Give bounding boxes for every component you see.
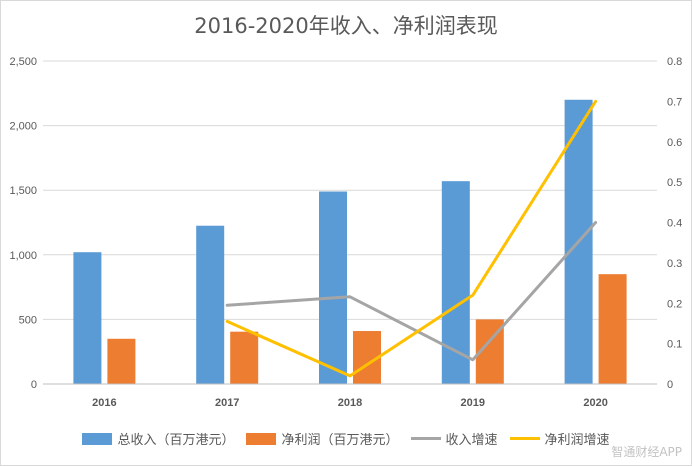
bar (107, 338, 136, 384)
bar (441, 181, 470, 384)
y-right-tick-label: 0.7 (667, 96, 682, 108)
legend-item-profit: 净利润（百万港元） (246, 429, 399, 448)
bar (598, 274, 627, 384)
y-right-tick-label: 0.6 (667, 137, 682, 149)
y-left-tick-label: 1,000 (9, 250, 37, 262)
legend-swatch-revenue-growth (410, 437, 441, 440)
x-tick-label: 2020 (583, 397, 607, 409)
y-right-tick-label: 0.3 (667, 258, 682, 270)
bars (73, 99, 627, 384)
watermark: 智通财经APP (611, 445, 682, 459)
bar (230, 331, 259, 384)
legend-label-revenue-growth: 收入增速 (445, 433, 498, 448)
y-left-tick-label: 2,500 (9, 56, 37, 68)
legend-swatch-profit (246, 432, 277, 445)
legend-item-revenue-growth: 收入增速 (410, 429, 498, 448)
bar (196, 225, 225, 384)
y-left-tick-label: 2,000 (9, 121, 37, 133)
gridlines (43, 60, 657, 385)
y-right-tick-label: 0.5 (667, 177, 682, 189)
y-right-tick-label: 0.1 (667, 339, 682, 351)
bar (319, 191, 347, 384)
x-tick-label: 2016 (92, 397, 116, 409)
x-tick-label: 2017 (215, 397, 239, 409)
y-right-tick-label: 0.2 (667, 298, 682, 310)
series-line (225, 221, 598, 362)
y-right-tick-label: 0.8 (667, 56, 682, 68)
legend-item-profit-growth: 净利润增速 (509, 429, 610, 448)
x-tick-label: 2018 (338, 397, 362, 409)
bar (73, 252, 102, 384)
series-line (225, 99, 598, 378)
legend-label-revenue: 总收入（百万港元） (117, 433, 235, 448)
y-left-tick-label: 1,500 (9, 185, 37, 197)
y-left-tick-label: 500 (19, 314, 37, 326)
lines (225, 99, 598, 378)
chart-title: 2016-2020年收入、净利润表现 (194, 14, 498, 38)
x-tick-label: 2019 (461, 397, 485, 409)
legend: 总收入（百万港元） 净利润（百万港元） 收入增速 净利润增速 (0, 429, 692, 448)
y-right-tick-label: 0 (667, 379, 673, 391)
legend-swatch-revenue (82, 432, 113, 445)
legend-swatch-profit-growth (509, 437, 540, 440)
legend-label-profit: 净利润（百万港元） (281, 433, 399, 448)
axes: 0 500 1,000 1,500 2,000 2,500 0 0.1 0.2 0.3 0.4 0.5… (9, 56, 682, 409)
legend-label-profit-growth: 净利润增速 (544, 433, 610, 448)
y-right-tick-label: 0.4 (667, 218, 682, 230)
legend-item-revenue: 总收入（百万港元） (82, 429, 234, 448)
y-left-tick-label: 0 (31, 379, 37, 391)
